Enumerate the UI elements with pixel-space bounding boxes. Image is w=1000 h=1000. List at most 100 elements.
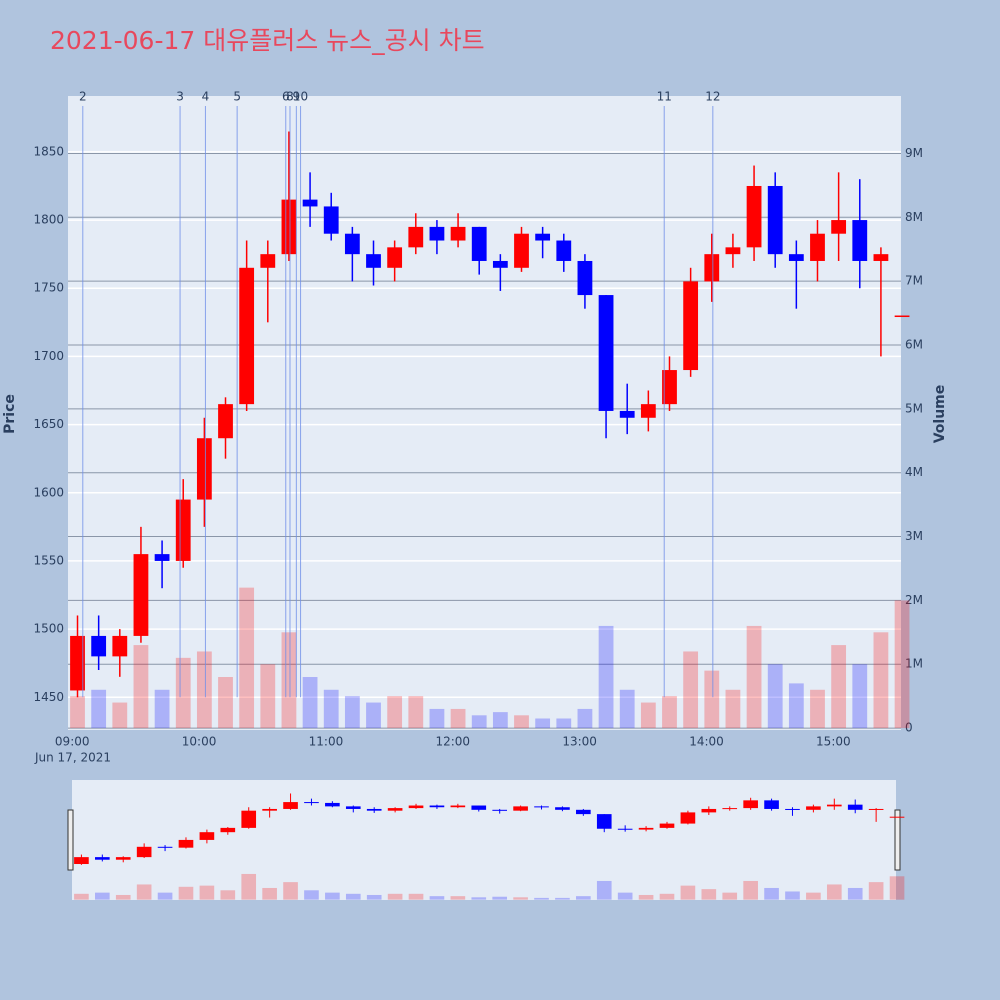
slider-volume-bar	[617, 892, 633, 900]
slider-volume-bar	[136, 884, 152, 900]
candle-body	[91, 635, 107, 657]
slider-candle-body	[889, 816, 905, 818]
volume-bar	[450, 708, 466, 729]
slider-volume-bar	[262, 887, 277, 900]
slider-volume-bar	[659, 893, 675, 900]
slider-volume-bar	[220, 890, 236, 900]
candle-body	[598, 295, 614, 411]
volume-bar	[112, 702, 128, 729]
candle-body	[683, 281, 699, 371]
x-tick-label: 15:00	[816, 735, 851, 749]
candle-body	[366, 254, 381, 268]
candle-body	[302, 199, 318, 207]
candle-body	[387, 247, 403, 268]
slider-volume-bar	[283, 882, 298, 900]
slider-volume-bar	[471, 897, 487, 900]
candle-body	[725, 247, 741, 255]
volume-bar	[704, 670, 720, 729]
y2-axis-title: Volume	[932, 385, 948, 444]
y2-tick-label: 9M	[905, 146, 923, 160]
volume-bar	[70, 696, 85, 729]
y2-tick-label: 2M	[905, 593, 923, 607]
slider-candle-body	[806, 806, 821, 810]
candle-body	[852, 220, 868, 261]
slider-volume-bar	[115, 894, 131, 900]
news-marker-label: 9	[293, 90, 301, 104]
slider-candle-body	[659, 823, 675, 828]
plot-area	[68, 96, 901, 730]
candle-body	[767, 185, 783, 255]
slider-candle-body	[826, 804, 842, 807]
range-handle-left[interactable]	[67, 809, 74, 871]
slider-candle-body	[868, 808, 884, 810]
candle-body	[154, 554, 170, 561]
slider-volume-bar	[178, 886, 194, 900]
y-tick-label: 1550	[33, 553, 64, 567]
candle-body	[577, 260, 593, 296]
slider-candle-body	[596, 814, 612, 829]
slider-volume-bar	[701, 889, 717, 900]
slider-candle-body	[157, 846, 173, 848]
volume-bar	[831, 645, 847, 729]
x-tick-label: 10:00	[182, 735, 217, 749]
slider-volume-bar	[555, 897, 570, 900]
volume-bar	[852, 664, 868, 729]
slider-volume-bar	[847, 887, 863, 900]
volume-bar	[640, 702, 656, 729]
x-tick-label: 13:00	[562, 735, 597, 749]
candle-body	[344, 233, 360, 255]
slider-volume-bar	[868, 882, 884, 900]
candle-body	[492, 260, 508, 268]
volume-bar	[619, 689, 635, 729]
slider-candle-body	[555, 807, 570, 810]
candle-body	[514, 233, 529, 268]
x-tick-label: 14:00	[689, 735, 724, 749]
slider-candle-body	[178, 839, 194, 848]
slider-candle-body	[471, 805, 487, 810]
volume-bar	[239, 587, 255, 729]
slider-volume-bar	[157, 892, 173, 900]
slider-candle-body	[262, 808, 277, 811]
volume-bar	[471, 715, 487, 729]
range-handle-right[interactable]	[894, 809, 901, 871]
volume-bar	[662, 696, 677, 729]
volume-bar	[408, 696, 424, 729]
volume-bar	[323, 689, 339, 729]
candle-body	[218, 404, 233, 439]
slider-candle-body	[534, 806, 549, 808]
range-slider[interactable]	[72, 780, 896, 900]
slider-volume-bar	[764, 887, 779, 900]
volume-bar	[133, 645, 149, 729]
slider-volume-bar	[680, 885, 696, 900]
volume-bar	[725, 689, 741, 729]
slider-candle-body	[95, 857, 110, 860]
slider-volume-bar	[534, 897, 549, 900]
slider-volume-bar	[785, 891, 800, 900]
y2-tick-label: 6M	[905, 338, 923, 352]
slider-candle-body	[680, 812, 696, 824]
slider-candle-body	[513, 806, 528, 811]
slider-volume-bar	[199, 885, 215, 900]
slider-volume-bar	[387, 893, 403, 900]
candle-body	[239, 267, 255, 405]
x-tick-label: 11:00	[309, 735, 344, 749]
slider-volume-bar	[241, 873, 257, 900]
slider-volume-bar	[826, 884, 842, 900]
slider-candle-body	[115, 857, 131, 860]
news-marker-label: 3	[176, 90, 184, 104]
volume-bar	[873, 632, 889, 729]
slider-candle-body	[283, 802, 298, 809]
slider-candle-body	[722, 808, 738, 810]
volume-bar	[344, 696, 360, 729]
volume-bar	[196, 651, 212, 729]
news-marker-label: 4	[202, 90, 210, 104]
slider-candle-body	[847, 804, 863, 810]
volume-bar	[577, 708, 593, 729]
volume-bar	[492, 712, 508, 729]
slider-candle-body	[492, 809, 508, 811]
y-tick-label: 1750	[33, 281, 64, 295]
candle-body	[894, 315, 910, 318]
candle-body	[873, 254, 889, 261]
volume-bar	[260, 664, 276, 729]
